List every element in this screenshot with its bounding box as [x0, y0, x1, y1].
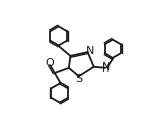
Text: N: N: [102, 62, 110, 72]
Text: N: N: [86, 46, 95, 56]
Text: H: H: [102, 64, 110, 74]
Text: S: S: [76, 74, 83, 84]
Text: O: O: [45, 58, 54, 68]
